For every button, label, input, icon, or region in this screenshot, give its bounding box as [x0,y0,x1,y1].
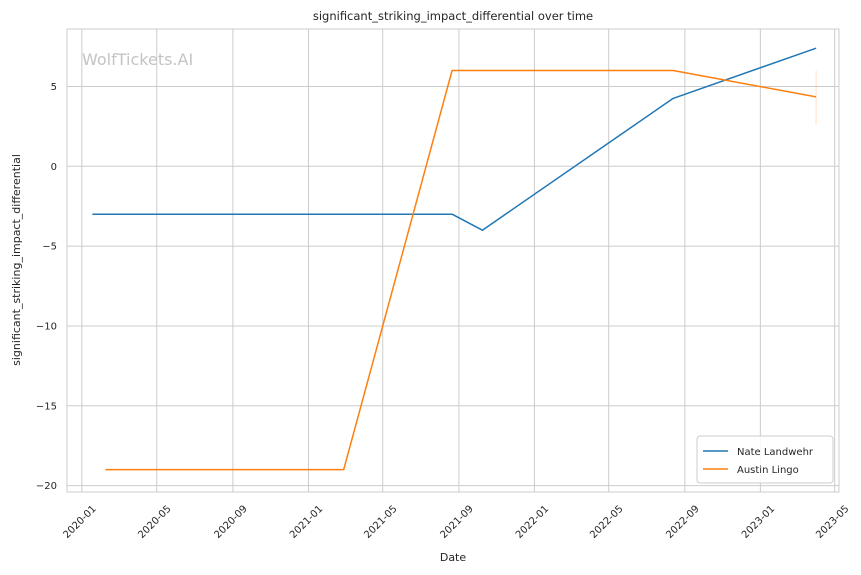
plot-area-frame [66,28,840,493]
x-tick-label: 2021-09 [438,504,475,541]
watermark-text: WolfTickets.AI [82,50,193,69]
series-line-0 [92,47,817,231]
x-tick-label: 2022-05 [588,504,625,541]
y-axis: −20 −15 −10 −5 0 5 [36,82,57,492]
legend-box [696,435,834,484]
x-tick-label: 2020-09 [212,504,249,541]
x-tick-label: 2020-05 [136,504,173,541]
y-tick-label: −5 [42,242,57,253]
legend: Nate Landwehr Austin Lingo [696,435,834,484]
y-tick-label: −15 [36,401,57,412]
x-tick-label: 2023-01 [740,504,777,541]
x-axis-title: Date [440,551,467,564]
y-tick-label: 5 [51,82,57,93]
x-tick-label: 2020-01 [61,504,98,541]
x-tick-label: 2021-05 [362,504,399,541]
x-tick-label: 2022-09 [664,504,701,541]
grid-lines [67,29,839,492]
legend-label-austin-lingo: Austin Lingo [737,465,799,476]
series-line-1 [105,69,817,471]
x-tick-label: 2023-05 [814,504,851,541]
y-axis-title: significant_striking_impact_differential [10,154,23,366]
x-axis: 2020-01 2020-05 2020-09 2021-01 2021-05 2021-… [61,504,851,541]
y-tick-label: 0 [51,162,57,173]
chart-title: significant_striking_impact_differential… [313,9,593,23]
y-tick-label: −20 [36,481,57,492]
x-tick-label: 2021-01 [288,504,325,541]
x-tick-label: 2022-01 [514,504,551,541]
y-tick-label: −10 [36,321,57,332]
series-layer [92,47,817,471]
legend-label-nate-landwehr: Nate Landwehr [737,447,814,458]
